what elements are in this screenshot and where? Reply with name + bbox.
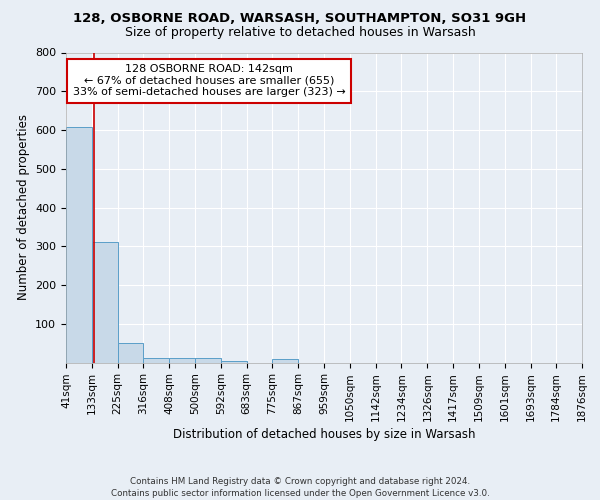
Bar — [118, 343, 143, 362]
Bar — [143, 358, 169, 362]
Text: 128 OSBORNE ROAD: 142sqm
← 67% of detached houses are smaller (655)
33% of semi-: 128 OSBORNE ROAD: 142sqm ← 67% of detach… — [73, 64, 346, 98]
Bar — [66, 128, 92, 362]
Bar — [272, 360, 298, 362]
Bar — [221, 360, 247, 362]
X-axis label: Distribution of detached houses by size in Warsash: Distribution of detached houses by size … — [173, 428, 475, 441]
Bar — [195, 358, 221, 362]
Text: Size of property relative to detached houses in Warsash: Size of property relative to detached ho… — [125, 26, 475, 39]
Text: Contains HM Land Registry data © Crown copyright and database right 2024.
Contai: Contains HM Land Registry data © Crown c… — [110, 476, 490, 498]
Bar — [92, 242, 118, 362]
Y-axis label: Number of detached properties: Number of detached properties — [17, 114, 29, 300]
Text: 128, OSBORNE ROAD, WARSASH, SOUTHAMPTON, SO31 9GH: 128, OSBORNE ROAD, WARSASH, SOUTHAMPTON,… — [73, 12, 527, 26]
Bar — [169, 358, 195, 362]
